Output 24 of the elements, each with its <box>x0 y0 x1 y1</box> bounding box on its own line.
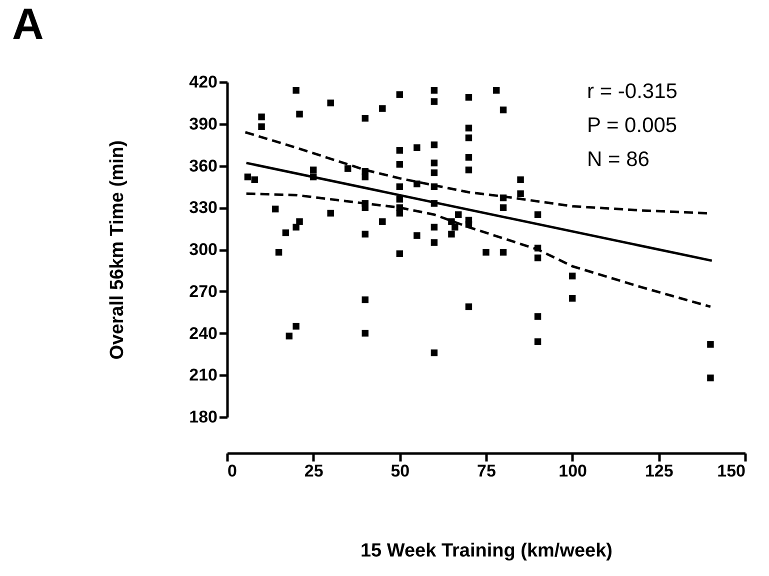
x-tick-label: 50 <box>390 462 410 480</box>
y-tick-label: 360 <box>189 156 218 176</box>
annotation: N = 86 <box>587 148 650 171</box>
y-tick-label: 240 <box>189 324 218 343</box>
x-tick-label: 25 <box>304 462 324 480</box>
x-tick-label: 100 <box>558 462 588 480</box>
y-axis-title: Overall 56km Time (min) <box>107 140 128 360</box>
line-series <box>245 192 712 308</box>
y-tick-label: 270 <box>189 282 218 301</box>
chart-title: A <box>12 0 44 49</box>
x-tick-label: 150 <box>717 462 746 480</box>
y-tick-label: 330 <box>189 198 218 218</box>
y-tick-label: 210 <box>189 366 218 385</box>
line-series <box>244 131 708 214</box>
y-tick-label: 300 <box>189 240 218 259</box>
annotation: P = 0.005 <box>587 114 678 137</box>
y-tick-label: 390 <box>189 114 218 134</box>
x-tick-label: 125 <box>644 462 674 480</box>
x-axis-title: 15 Week Training (km/week) <box>360 540 613 562</box>
annotation: r = -0.315 <box>587 80 678 103</box>
x-tick-label: 0 <box>228 462 237 480</box>
x-tick-label: 75 <box>477 462 496 480</box>
y-tick-label: 180 <box>189 408 218 426</box>
y-tick-label: 420 <box>189 72 218 92</box>
